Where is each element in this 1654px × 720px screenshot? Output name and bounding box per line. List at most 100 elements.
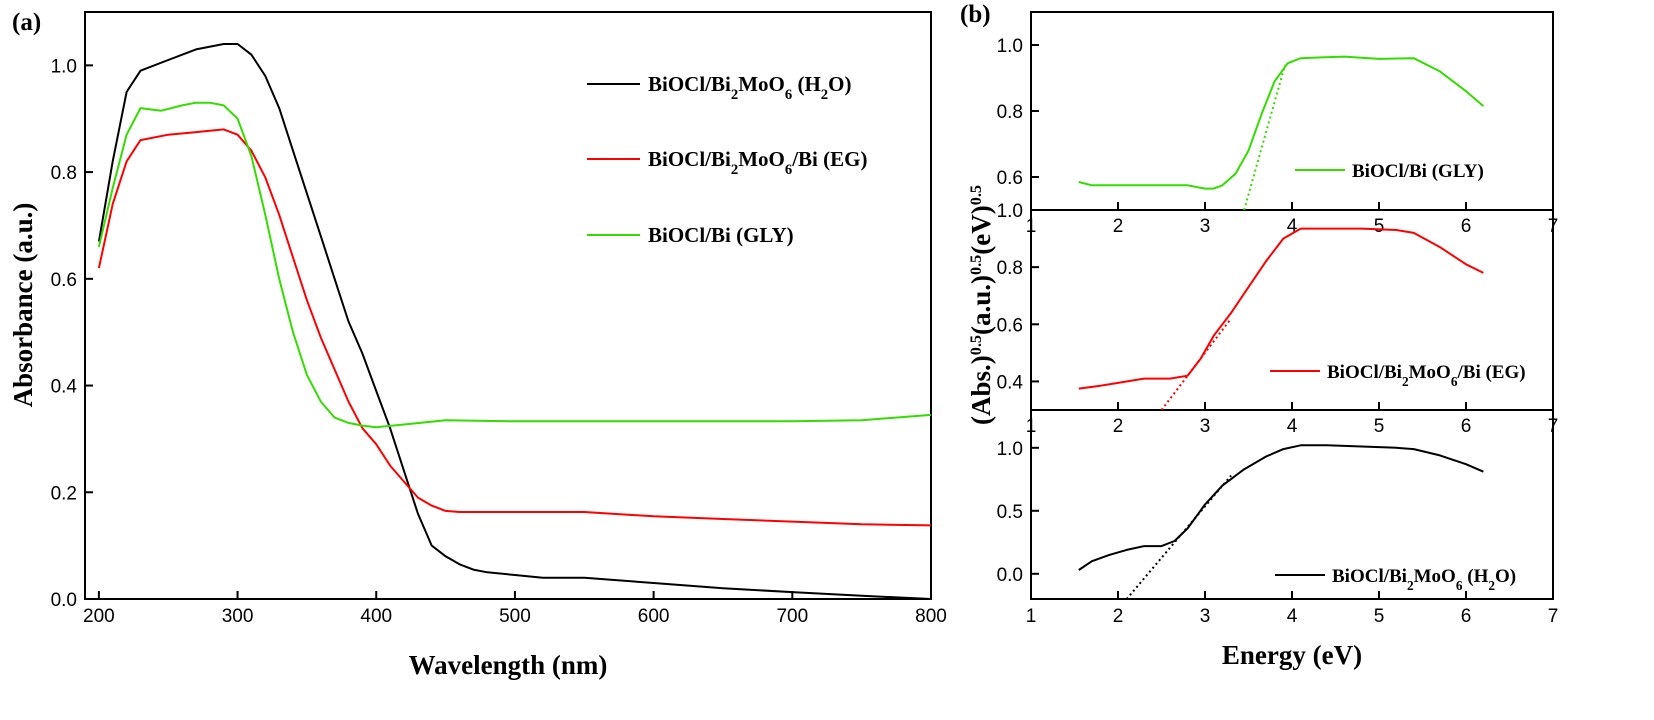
panel-b-y-axis-title-part-4: (eV): [966, 205, 996, 254]
panel-a-series-1-legend-part-4: /Bi (EG): [791, 147, 867, 171]
panel-a-series-1-legend-part-3: 6: [785, 162, 792, 178]
panel-b-y-axis-title-part-1: 0.5: [967, 335, 985, 355]
panel-a-series-1-legend-part-0: BiOCl/Bi: [648, 147, 731, 171]
panel-a-series-2-legend-part-0: BiOCl/Bi (GLY): [648, 223, 794, 247]
panel-b-y-axis-title-part-3: 0.5: [967, 255, 985, 275]
panel-a-y-tick-label-0: 0.0: [51, 590, 77, 611]
panel-b-top-y-tick-label-0: 0.6: [997, 168, 1023, 189]
panel-b-y-axis-title: (Abs.)0.5(a.u.)0.5(eV)0.5: [966, 185, 996, 425]
panel-b-bottom-legend-part-3: 6: [1456, 578, 1463, 593]
panel-b-middle-x-tick-label-5: 6: [1461, 416, 1472, 437]
panel-a-x-tick-label-5: 700: [776, 606, 808, 627]
panel-a-series-0-legend-part-2: MoO: [738, 72, 785, 96]
panel-a-series-1-legend-label: BiOCl/Bi2MoO6/Bi (EG): [648, 147, 867, 178]
panel-a-series-1-legend-part-2: MoO: [738, 147, 785, 171]
panel-b-bottom-tangent-line: [1125, 474, 1232, 599]
panel-a-series-0-line: [97, 43, 932, 600]
panel-a-label: (a): [12, 9, 41, 36]
panel-b-top-y-tick-label-1: 0.8: [997, 102, 1023, 123]
panel-b-bottom-x-tick-label-5: 6: [1461, 606, 1472, 627]
panel-b-middle-legend-part-4: /Bi (EG): [1457, 362, 1526, 383]
panel-b-bottom-y-tick-label-2: 1.0: [997, 439, 1023, 460]
panel-b-y-axis-title-part-5: 0.5: [967, 185, 985, 205]
panel-b-top-y-tick-label-2: 1.0: [997, 36, 1023, 57]
panel-b-bottom-legend-part-4: (H: [1463, 566, 1489, 587]
panel-b-bottom-x-tick-label-6: 7: [1548, 606, 1559, 627]
panel-b-middle-x-tick-label-4: 5: [1374, 416, 1385, 437]
panel-b-middle-x-tick-label-0: 1: [1026, 416, 1037, 437]
panel-b-middle-y-tick-label-3: 1.0: [997, 201, 1023, 222]
panel-b-bottom-y-tick-label-0: 0.0: [997, 565, 1023, 586]
panel-b-label: (b): [960, 1, 991, 28]
panel-b-bottom-legend-part-0: BiOCl/Bi: [1332, 566, 1407, 587]
panel-a-x-tick-label-1: 300: [222, 606, 254, 627]
panel-b-bottom-x-tick-label-1: 2: [1113, 606, 1124, 627]
panel-a-x-tick-label-6: 800: [915, 606, 947, 627]
panel-b-top-x-tick-label-4: 5: [1374, 216, 1385, 237]
panel-a-y-tick-label-1: 0.2: [51, 483, 77, 504]
panel-b-middle-y-tick-label-0: 0.4: [997, 372, 1024, 393]
panel-b-middle-legend-part-2: MoO: [1409, 362, 1451, 383]
panel-a-x-axis-title: Wavelength (nm): [409, 650, 608, 680]
panel-a-series-1-legend-part-1: 2: [731, 162, 738, 178]
panel-a-series-2-legend-label: BiOCl/Bi (GLY): [648, 223, 794, 247]
panel-b-bottom-x-tick-label-4: 5: [1374, 606, 1385, 627]
panel-b-middle-y-tick-label-1: 0.6: [997, 315, 1023, 336]
panel-b-middle-series-line: [1078, 227, 1484, 390]
panel-a-series-0-legend-part-6: O): [828, 72, 851, 96]
panel-a-plot-frame: [84, 11, 932, 600]
panel-a-series: [97, 43, 932, 600]
panel-b: (b) 1 2 3 4 5 6 70.60.81.01 2 3 4 5 6 70.40.60.81.01…: [960, 1, 1558, 670]
panel-a: (a) 200 300 400 500 600 700 800 0.0 0.2 0.4 0.6 0.8…: [8, 9, 947, 680]
panel-a-series-0-legend-label: BiOCl/Bi2MoO6 (H2O): [648, 72, 851, 103]
panel-a-y-tick-label-3: 0.6: [51, 270, 77, 291]
panel-b-top-x-tick-label-0: 1: [1026, 216, 1037, 237]
panel-b-middle-legend-part-0: BiOCl/Bi: [1327, 362, 1402, 383]
panel-b-middle-legend-label: BiOCl/Bi2MoO6/Bi (EG): [1327, 362, 1526, 389]
panel-b-ticks: 1 2 3 4 5 6 70.60.81.01 2 3 4 5 6 70.40.60.81.01 2 3 4 5…: [997, 36, 1559, 627]
panel-a-series-0-legend-part-4: (H: [792, 72, 821, 96]
panel-b-top-x-tick-label-2: 3: [1200, 216, 1211, 237]
panel-b-bottom-x-tick-label-0: 1: [1026, 606, 1037, 627]
panel-a-y-tick-label-5: 1.0: [51, 56, 77, 77]
panel-b-middle-legend-part-3: 6: [1451, 374, 1458, 389]
panel-b-top-x-tick-label-5: 6: [1461, 216, 1472, 237]
panel-b-top-x-tick-label-6: 7: [1548, 216, 1559, 237]
panel-b-bottom-legend-part-1: 2: [1407, 578, 1414, 593]
panel-a-series-0-legend-part-3: 6: [785, 87, 792, 103]
panel-b-middle-x-tick-label-3: 4: [1287, 416, 1298, 437]
panel-a-x-tick-label-2: 400: [360, 606, 392, 627]
panel-b-bottom-legend-part-5: 2: [1488, 578, 1495, 593]
panel-b-bottom-legend-label: BiOCl/Bi2MoO6 (H2O): [1332, 566, 1516, 593]
panel-b-top-tangent-line: [1243, 64, 1287, 210]
panel-b-y-axis-title-part-0: (Abs.): [966, 355, 996, 425]
panel-b-middle-x-tick-label-1: 2: [1113, 416, 1124, 437]
panel-b-middle-tangent-line: [1160, 317, 1232, 410]
panel-b-plot-frame: [1030, 11, 1554, 600]
panel-b-bottom-series-line: [1078, 444, 1484, 571]
panel-b-top-legend-part-0: BiOCl/Bi (GLY): [1352, 161, 1484, 182]
panel-a-y-tick-label-2: 0.4: [51, 377, 78, 398]
panel-a-y-tick-label-4: 0.8: [51, 163, 77, 184]
panel-a-series-0-legend-part-1: 2: [731, 87, 738, 103]
panel-b-top-legend-label: BiOCl/Bi (GLY): [1352, 161, 1484, 182]
panel-a-series-0-legend-part-0: BiOCl/Bi: [648, 72, 731, 96]
panel-b-bottom-legend-part-6: O): [1495, 566, 1516, 587]
panel-a-x-tick-label-0: 200: [83, 606, 115, 627]
panel-b-middle-x-tick-label-2: 3: [1200, 416, 1211, 437]
panel-b-bottom-y-tick-label-1: 0.5: [997, 502, 1023, 523]
panel-b-top-series-line: [1078, 55, 1485, 190]
panel-b-bottom-x-tick-label-3: 4: [1287, 606, 1298, 627]
panel-b-middle-legend-part-1: 2: [1402, 374, 1409, 389]
panel-a-y-axis-title: Absorbance (a.u.): [8, 203, 38, 408]
panel-b-middle-y-tick-label-2: 0.8: [997, 258, 1023, 279]
panel-a-series-1-line: [97, 128, 932, 527]
panel-b-y-axis-title-part-2: (a.u.): [966, 275, 996, 335]
panel-b-bottom-x-tick-label-2: 3: [1200, 606, 1211, 627]
panel-b-top-x-tick-label-3: 4: [1287, 216, 1298, 237]
panel-a-x-tick-label-3: 500: [499, 606, 531, 627]
panel-b-middle-x-tick-label-6: 7: [1548, 416, 1559, 437]
panel-b-bottom-legend-part-2: MoO: [1414, 566, 1456, 587]
panel-a-x-tick-label-4: 600: [638, 606, 670, 627]
